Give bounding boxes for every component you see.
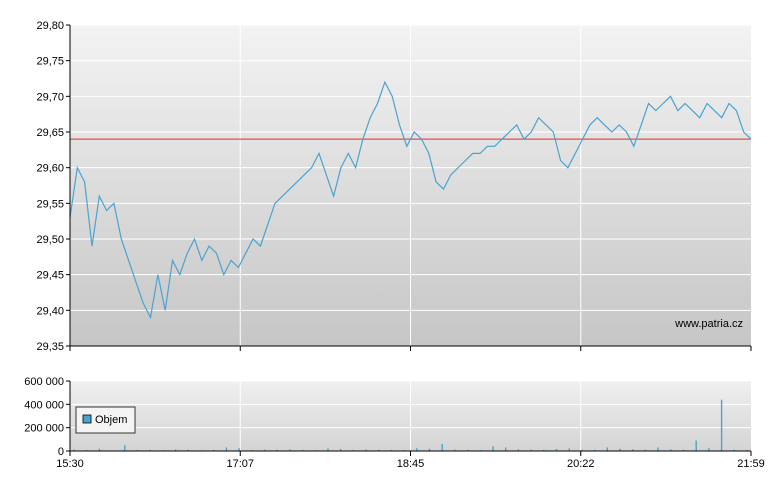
price-y-tick-label: 29,70: [36, 91, 64, 103]
volume-gridlines: [70, 380, 751, 451]
x-tick-label: 17:07: [226, 458, 254, 470]
volume-y-tick-label: 0: [58, 446, 64, 458]
price-x-ticks: [69, 346, 752, 351]
volume-y-tick-label: 400 000: [24, 399, 64, 411]
price-y-tick-label: 29,75: [36, 56, 64, 68]
legend-swatch: [82, 414, 92, 424]
price-y-tick-label: 29,50: [36, 234, 64, 246]
price-y-tick-label: 29,55: [36, 198, 64, 210]
price-y-tick-label: 29,65: [36, 127, 64, 139]
x-tick-label: 18:45: [397, 458, 425, 470]
price-y-tick-label: 29,80: [36, 20, 64, 32]
price-series-line: [69, 80, 752, 320]
price-y-tick-label: 29,35: [36, 341, 64, 353]
legend-label: Objem: [95, 414, 127, 426]
price-y-tick-label: 29,60: [36, 163, 64, 175]
watermark-text: www.patria.cz: [674, 318, 743, 330]
volume-y-tick-label: 200 000: [24, 423, 64, 435]
price-y-tick-label: 29,45: [36, 270, 64, 282]
price-y-ticks: 29,35 29,40 29,45 29,50 29,55 29,60 29,65 29,70…: [36, 20, 70, 353]
volume-legend: Objem: [75, 406, 136, 434]
volume-y-tick-label: 600 000: [24, 376, 64, 388]
x-tick-label: 15:30: [56, 458, 84, 470]
price-y-tick-label: 29,40: [36, 305, 64, 317]
x-tick-label: 20:22: [567, 458, 595, 470]
volume-x-ticks: 15:30 17:07 18:45 20:22 21:59: [56, 451, 765, 470]
volume-y-ticks: 0 200 000 400 000 600 000: [24, 376, 70, 458]
x-tick-label: 21:59: [737, 458, 765, 470]
price-gridlines: [70, 24, 751, 346]
